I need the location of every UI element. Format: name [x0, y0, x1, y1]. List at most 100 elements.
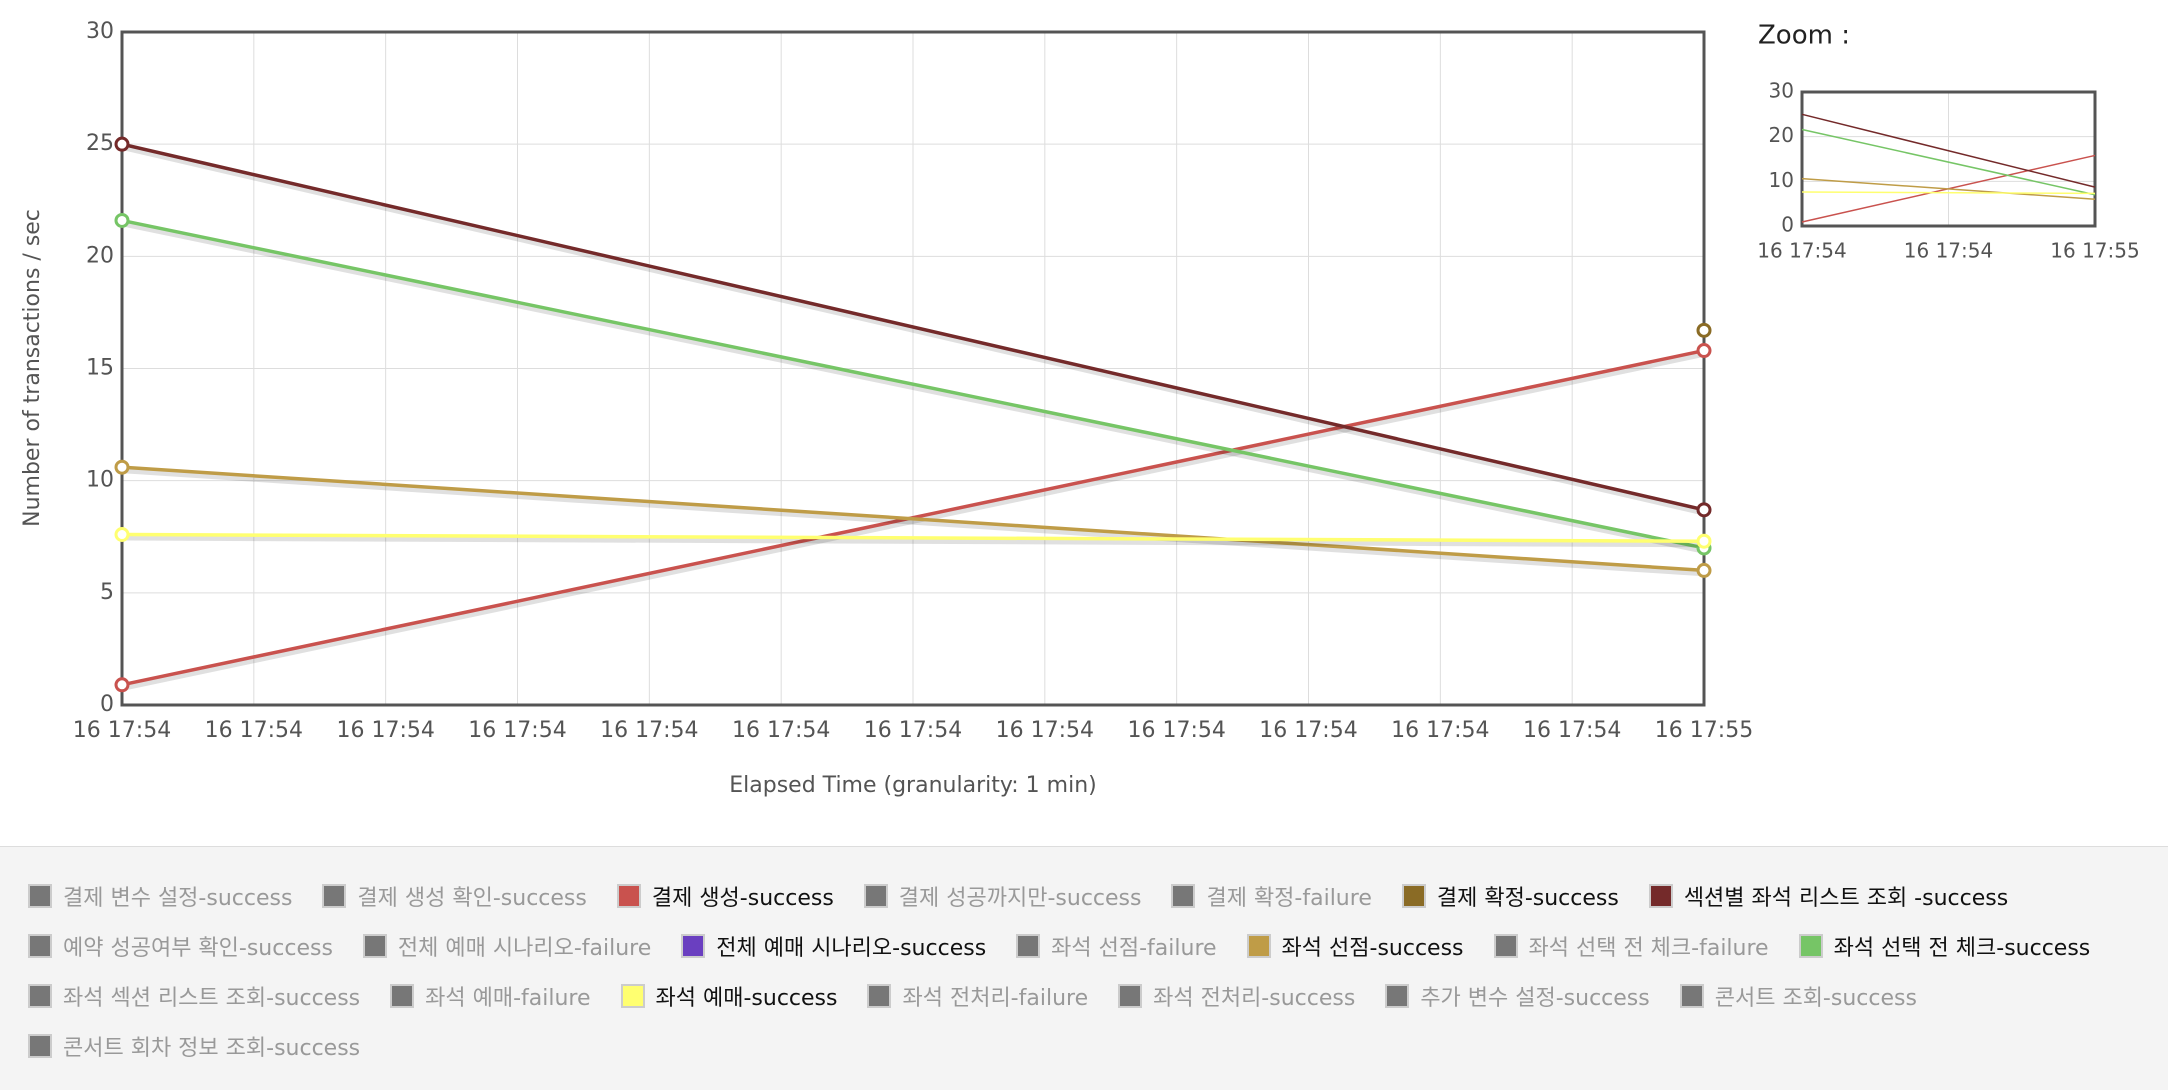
- y-tick-label: 15: [86, 356, 114, 381]
- legend-swatch: [1798, 934, 1823, 958]
- series-line: [121, 465, 1705, 573]
- legend-label: 좌석 섹션 리스트 조회-success: [63, 986, 361, 1011]
- legend-item[interactable]: 좌석 예매-success: [620, 971, 837, 1021]
- legend-swatch: [863, 884, 888, 908]
- point: [1696, 322, 1712, 338]
- legend: 결제 변수 설정-success 결제 생성 확인-success 결제 생성-su…: [0, 846, 2168, 1090]
- point: [114, 212, 130, 228]
- legend-label: 좌석 선택 전 체크-success: [1833, 936, 2091, 961]
- y-tick-label: 0: [100, 692, 114, 717]
- legend-item[interactable]: 좌석 선점-success: [1246, 921, 1464, 971]
- line-shadow: [122, 220, 1706, 554]
- x-tick-label: 16 17:55: [2050, 239, 2139, 263]
- y-tick-label: 20: [86, 243, 114, 268]
- legend-label: 좌석 예매-failure: [425, 986, 591, 1011]
- legend-swatch: [390, 984, 415, 1008]
- legend-swatch: [1493, 934, 1518, 958]
- plot-border: [1800, 90, 2097, 228]
- y-tick-label: 0: [1781, 213, 1794, 237]
- legend-label: 결제 성공까지만-success: [898, 886, 1142, 911]
- line-shadow: [122, 534, 1706, 548]
- point: [114, 459, 130, 475]
- series-line: [121, 532, 1705, 543]
- y-tick-label: 10: [86, 468, 114, 493]
- x-tick-label: 16 17:54: [336, 718, 434, 743]
- legend-item[interactable]: 전체 예매 시나리오-failure: [362, 921, 652, 971]
- x-tick-label: 16 17:54: [468, 718, 566, 743]
- legend-swatch: [28, 1034, 52, 1058]
- x-tick-label: 16 17:54: [73, 718, 171, 743]
- legend-label: 콘서트 회차 정보 조회-success: [63, 1036, 361, 1061]
- legend-item[interactable]: 좌석 예매-failure: [390, 971, 591, 1021]
- legend-label: 결제 생성-success: [651, 886, 834, 911]
- x-tick-label: 16 17:54: [732, 718, 830, 743]
- legend-item[interactable]: 섹션별 좌석 리스트 조회 -success: [1648, 871, 2009, 921]
- y-tick-label: 10: [1769, 168, 1794, 192]
- x-tick-label: 16 17:54: [864, 718, 962, 743]
- y-tick-label: 5: [100, 580, 114, 605]
- legend-item[interactable]: 좌석 선점-failure: [1016, 921, 1217, 971]
- x-tick-label: 16 17:54: [1904, 239, 1993, 263]
- legend-label: 콘서트 조회-success: [1714, 986, 1917, 1011]
- point: [1696, 343, 1712, 359]
- point: [1696, 562, 1712, 578]
- line-shadow: [122, 350, 1706, 691]
- legend-swatch: [1401, 884, 1426, 908]
- legend-label: 섹션별 좌석 리스트 조회 -success: [1683, 886, 2009, 911]
- legend-item[interactable]: 좌석 섹션 리스트 조회-success: [28, 971, 360, 1021]
- legend-item[interactable]: 콘서트 회차 정보 조회-success: [28, 1021, 360, 1071]
- legend-label: 결제 확정-failure: [1206, 886, 1372, 911]
- line-shadow: [122, 144, 1706, 516]
- legend-label: 예약 성공여부 확인-success: [63, 936, 333, 961]
- x-tick-label: 16 17:54: [1391, 718, 1489, 743]
- legend-label: 전체 예매 시나리오-failure: [397, 936, 652, 961]
- legend-swatch: [1385, 984, 1410, 1008]
- legend-swatch: [867, 984, 892, 1008]
- legend-label: 좌석 선점-success: [1281, 936, 1464, 961]
- point: [1696, 533, 1712, 549]
- legend-item[interactable]: 결제 생성 확인-success: [322, 871, 587, 921]
- legend-swatch: [28, 984, 52, 1008]
- legend-swatch: [1171, 884, 1196, 908]
- x-tick-label: 16 17:54: [600, 718, 698, 743]
- legend-label: 추가 변수 설정-success: [1420, 986, 1650, 1011]
- y-tick-label: 25: [86, 131, 114, 156]
- legend-label: 좌석 전처리-failure: [902, 986, 1089, 1011]
- legend-label: 전체 예매 시나리오-success: [716, 936, 987, 961]
- x-axis-label: Elapsed Time (granularity: 1 min): [729, 773, 1096, 798]
- point: [114, 527, 130, 543]
- legend-item[interactable]: 결제 변수 설정-success: [28, 871, 292, 921]
- legend-swatch: [1118, 984, 1143, 1008]
- legend-swatch: [362, 934, 387, 958]
- y-tick-label: 30: [86, 19, 114, 44]
- legend-swatch: [1246, 934, 1271, 958]
- legend-item[interactable]: 추가 변수 설정-success: [1385, 971, 1650, 1021]
- legend-swatch: [1648, 884, 1673, 908]
- plot-border: [120, 30, 1706, 707]
- legend-label: 결제 확정-success: [1436, 886, 1619, 911]
- legend-item[interactable]: 결제 확정-success: [1401, 871, 1619, 921]
- legend-item[interactable]: 좌석 전처리-success: [1118, 971, 1355, 1021]
- legend-label: 좌석 선택 전 체크-failure: [1528, 936, 1769, 961]
- legend-item[interactable]: 결제 생성-success: [616, 871, 834, 921]
- legend-item[interactable]: 전체 예매 시나리오-success: [681, 921, 986, 971]
- legend-swatch: [620, 984, 645, 1008]
- x-tick-label: 16 17:55: [1655, 718, 1753, 743]
- x-tick-label: 16 17:54: [1523, 718, 1621, 743]
- legend-label: 결제 변수 설정-success: [63, 886, 293, 911]
- legend-swatch: [28, 934, 52, 958]
- legend-item[interactable]: 콘서트 조회-success: [1679, 971, 1917, 1021]
- series-line: [1801, 177, 2096, 200]
- legend-item[interactable]: 결제 확정-failure: [1171, 871, 1372, 921]
- legend-item[interactable]: 예약 성공여부 확인-success: [28, 921, 333, 971]
- legend-item[interactable]: 좌석 전처리-failure: [867, 971, 1088, 1021]
- line-shadow: [122, 467, 1706, 577]
- legend-item[interactable]: 결제 성공까지만-success: [863, 871, 1142, 921]
- legend-label: 좌석 전처리-success: [1153, 986, 1356, 1011]
- legend-item[interactable]: 좌석 선택 전 체크-success: [1798, 921, 2091, 971]
- legend-swatch: [322, 884, 347, 908]
- legend-item[interactable]: 좌석 선택 전 체크-failure: [1493, 921, 1769, 971]
- series-line: [121, 142, 1705, 512]
- series-line: [121, 218, 1705, 550]
- x-tick-label: 16 17:54: [1757, 239, 1846, 263]
